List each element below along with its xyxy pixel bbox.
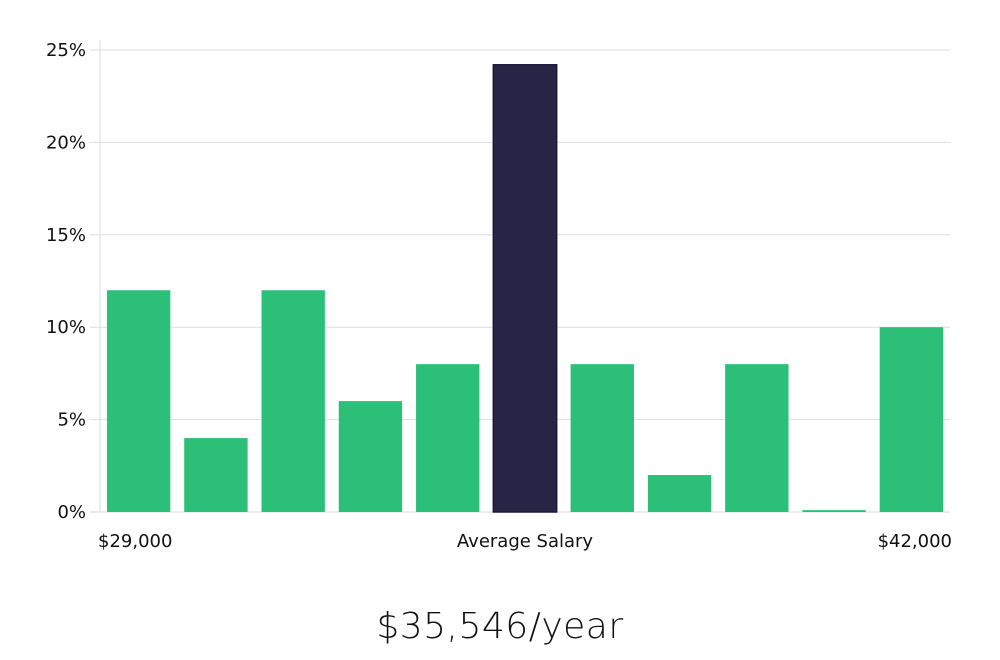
bar: [184, 438, 248, 512]
bars: [106, 64, 944, 513]
salary-distribution-chart: 0%5%10%15%20%25% $29,000 Average Salary …: [46, 40, 952, 552]
x-axis-max-label: $42,000: [878, 531, 952, 552]
y-tick-label: 10%: [46, 317, 86, 338]
average-salary-value: $35,546/year: [376, 606, 624, 647]
bar: [570, 364, 634, 512]
y-tick-label: 15%: [46, 225, 86, 246]
x-axis-center-label: Average Salary: [457, 531, 594, 552]
bar: [647, 475, 712, 512]
bar: [802, 510, 866, 512]
x-axis-min-label: $29,000: [98, 531, 172, 552]
y-tick-label: 0%: [57, 502, 86, 523]
y-tick-label: 5%: [57, 410, 86, 431]
y-tick-label: 25%: [46, 40, 86, 61]
bar: [338, 401, 403, 512]
bar-average-highlight: [492, 64, 558, 513]
y-axis-ticks: 0% 5% 10% 15% 20% 25%: [46, 40, 86, 523]
bar: [106, 290, 171, 512]
bar: [261, 290, 325, 512]
bar: [879, 327, 944, 512]
bar: [725, 364, 789, 512]
bar: [416, 364, 480, 512]
y-tick-label: 20%: [46, 132, 86, 153]
